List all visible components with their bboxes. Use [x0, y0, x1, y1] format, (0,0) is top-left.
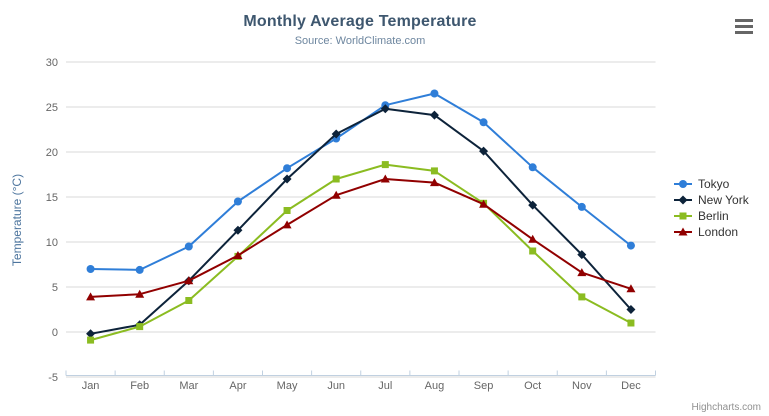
x-axis-label: Jan [82, 380, 100, 392]
chart-subtitle: Source: WorldClimate.com [294, 35, 426, 47]
y-axis-title: Temperature (°C) [10, 173, 24, 267]
data-point-tokyo-may[interactable] [283, 164, 292, 173]
x-axis-label: May [277, 380, 298, 392]
data-point-tokyo-oct[interactable] [528, 163, 537, 172]
legend-item-new-york[interactable]: New York [674, 192, 749, 208]
data-point-berlin-aug[interactable] [430, 167, 438, 175]
legend-item-berlin[interactable]: Berlin [674, 208, 749, 224]
london-series-marker-icon [674, 227, 692, 236]
chart-title: Monthly Average Temperature [243, 13, 477, 30]
data-point-tokyo-nov[interactable] [577, 202, 586, 211]
data-point-new-york-jul[interactable] [380, 104, 390, 114]
series-line-london[interactable] [89, 178, 632, 298]
x-axis-label: Aug [425, 380, 445, 392]
data-point-london-dec[interactable] [626, 284, 636, 293]
data-point-berlin-jun[interactable] [332, 175, 340, 183]
data-point-berlin-dec[interactable] [627, 319, 635, 327]
tokyo-series-marker-icon [674, 180, 692, 188]
data-point-london-apr[interactable] [233, 251, 243, 259]
x-axis-label: Dec [621, 380, 641, 392]
series-line-tokyo[interactable] [89, 92, 632, 271]
highcharts-credits-link[interactable]: Highcharts.com [691, 402, 761, 413]
series-line-berlin[interactable] [89, 163, 632, 342]
y-axis-label: 0 [52, 327, 58, 339]
legend: Tokyo New York Berlin London [674, 176, 749, 240]
series-london [86, 174, 636, 301]
data-point-london-may[interactable] [282, 220, 292, 229]
data-point-london-jun[interactable] [331, 190, 341, 199]
series-new-york [86, 104, 636, 339]
data-point-london-nov[interactable] [577, 268, 587, 277]
data-point-new-york-sep[interactable] [479, 146, 489, 156]
data-point-london-jan[interactable] [86, 292, 96, 301]
data-point-new-york-apr[interactable] [233, 225, 243, 235]
data-point-tokyo-apr[interactable] [233, 197, 242, 206]
data-point-new-york-oct[interactable] [528, 200, 538, 210]
legend-item-tokyo[interactable]: Tokyo [674, 176, 749, 192]
data-point-london-oct[interactable] [528, 234, 538, 243]
y-axis-label: -5 [48, 372, 58, 384]
data-point-berlin-nov[interactable] [578, 293, 586, 301]
x-axis-label: Feb [130, 380, 149, 392]
x-axis-label: Nov [572, 380, 592, 392]
x-axis-label: Apr [229, 380, 246, 392]
data-point-tokyo-aug[interactable] [430, 89, 439, 98]
y-axis-label: 5 [52, 282, 58, 294]
data-point-london-jul[interactable] [380, 174, 390, 183]
x-axis-label: Oct [524, 380, 541, 392]
data-point-berlin-mar[interactable] [185, 297, 193, 304]
data-point-tokyo-feb[interactable] [135, 265, 144, 274]
x-axis-label: Sep [474, 380, 494, 392]
x-axis-label: Jun [327, 380, 345, 392]
data-point-berlin-jul[interactable] [381, 161, 389, 169]
data-point-tokyo-jan[interactable] [86, 265, 95, 273]
data-point-new-york-aug[interactable] [429, 110, 439, 120]
data-point-berlin-jan[interactable] [87, 336, 95, 344]
data-point-new-york-nov[interactable] [577, 250, 587, 260]
berlin-series-marker-icon [674, 212, 692, 220]
x-axis-label: Mar [179, 380, 198, 392]
legend-item-london[interactable]: London [674, 224, 749, 240]
y-axis-label: 25 [46, 102, 58, 114]
new-york-series-marker-icon [674, 195, 692, 205]
legend-label: Tokyo [698, 177, 730, 191]
data-point-london-feb[interactable] [135, 289, 145, 298]
series-line-new-york[interactable] [89, 107, 632, 335]
data-point-new-york-jan[interactable] [86, 329, 96, 339]
data-point-berlin-oct[interactable] [529, 247, 537, 255]
data-point-berlin-feb[interactable] [136, 323, 144, 331]
y-axis-label: 20 [46, 147, 58, 159]
data-point-new-york-jun[interactable] [331, 129, 341, 139]
y-axis-label: 15 [46, 192, 58, 204]
data-point-tokyo-sep[interactable] [479, 118, 488, 127]
legend-label: New York [698, 193, 749, 207]
data-point-new-york-may[interactable] [282, 174, 292, 184]
data-point-tokyo-dec[interactable] [626, 241, 635, 250]
data-point-london-aug[interactable] [429, 178, 439, 187]
data-point-berlin-may[interactable] [283, 207, 291, 214]
chart-context-menu-button[interactable] [732, 15, 756, 37]
legend-label: London [698, 225, 739, 239]
y-axis-label: 30 [46, 57, 58, 69]
x-axis-label: Jul [378, 380, 392, 392]
legend-label: Berlin [698, 209, 729, 223]
series-tokyo [86, 89, 635, 274]
data-point-new-york-dec[interactable] [626, 305, 636, 314]
data-point-tokyo-mar[interactable] [184, 242, 193, 251]
data-point-london-sep[interactable] [479, 199, 489, 208]
y-axis-label: 10 [46, 237, 58, 249]
data-point-london-mar[interactable] [184, 276, 194, 285]
hamburger-icon [735, 18, 753, 22]
